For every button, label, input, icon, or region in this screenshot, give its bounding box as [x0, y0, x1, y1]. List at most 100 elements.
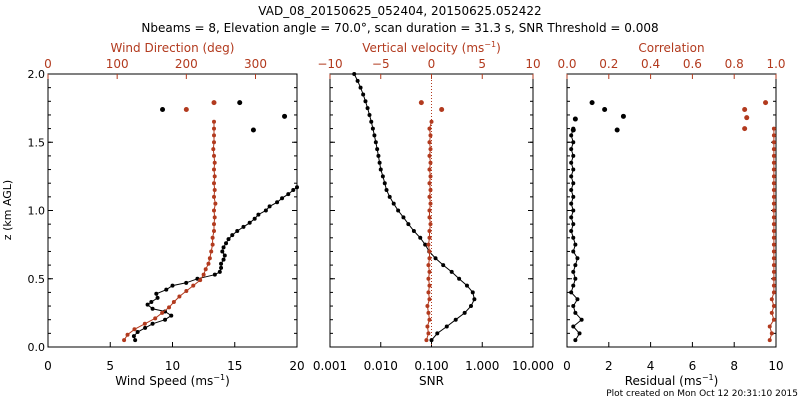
data-point	[212, 167, 216, 172]
data-point	[771, 304, 776, 309]
data-point	[226, 237, 231, 242]
data-point	[132, 327, 137, 332]
data-point	[203, 267, 208, 272]
x-bottom-tick-label: 4	[647, 359, 655, 373]
data-point	[767, 324, 772, 329]
data-point	[142, 321, 147, 326]
data-point	[391, 201, 396, 206]
data-point	[212, 272, 217, 277]
data-point-extra	[570, 127, 576, 133]
data-point	[365, 106, 370, 111]
data-point	[378, 167, 383, 172]
data-point	[771, 263, 776, 268]
data-point	[771, 208, 776, 213]
data-point	[382, 181, 387, 186]
data-point	[164, 287, 169, 292]
y-tick-label: 1.0	[28, 205, 46, 218]
data-point	[370, 126, 375, 131]
data-point	[191, 283, 196, 288]
data-point	[212, 153, 216, 158]
data-point	[470, 290, 475, 295]
data-point	[418, 235, 423, 240]
data-point	[575, 256, 580, 261]
data-point	[411, 228, 416, 233]
data-point	[212, 181, 216, 186]
data-point-extra	[418, 100, 424, 106]
data-point	[372, 133, 377, 138]
data-point	[433, 256, 438, 261]
x-bottom-tick-label: 0.001	[313, 359, 347, 373]
y-tick-label: 0.0	[28, 341, 46, 354]
data-point	[212, 188, 217, 193]
data-point	[571, 249, 576, 254]
x-bottom-tick-label: 0	[563, 359, 571, 373]
panel-2: 0.001 0.010 0.100 1.000 10.000 SNR −10 −5 0 5 10 Ve…	[313, 40, 554, 388]
data-point	[426, 290, 431, 295]
data-point	[369, 119, 374, 124]
data-point	[435, 331, 440, 336]
data-point	[771, 147, 776, 152]
data-point	[143, 325, 148, 330]
data-point	[573, 338, 578, 343]
data-point	[571, 283, 576, 288]
x-bottom-tick-label: 0.100	[414, 359, 448, 373]
data-point	[428, 147, 433, 152]
data-point	[184, 289, 189, 294]
x-top-tick-label: 100	[106, 57, 129, 71]
data-point-extra	[572, 116, 578, 122]
data-point	[429, 338, 434, 343]
data-point	[177, 294, 182, 299]
x-top-tick-label: 300	[244, 57, 267, 71]
x-bottom-axis-label: SNR	[419, 374, 444, 388]
data-point	[771, 256, 776, 261]
data-point	[291, 188, 296, 193]
data-point	[771, 160, 776, 165]
data-point	[125, 332, 130, 337]
data-point	[771, 215, 776, 220]
data-point	[406, 222, 411, 227]
data-point	[230, 233, 235, 238]
data-point	[571, 208, 576, 213]
data-point	[267, 204, 272, 209]
data-point	[771, 126, 776, 131]
data-point	[571, 153, 576, 158]
data-point	[427, 228, 432, 233]
data-point	[428, 201, 433, 206]
data-point	[579, 317, 584, 322]
data-point	[426, 331, 431, 336]
data-point	[198, 278, 203, 283]
data-point	[569, 174, 574, 179]
data-point	[771, 283, 776, 288]
data-point	[569, 133, 574, 138]
data-point	[247, 220, 252, 225]
data-point	[771, 290, 776, 295]
data-point	[212, 126, 216, 131]
x-top-tick-label: 10	[525, 57, 540, 71]
x-top-tick-label: −10	[317, 57, 342, 71]
data-point	[428, 222, 433, 227]
x-bottom-tick-label: 5	[106, 359, 114, 373]
data-point	[221, 257, 226, 262]
plot-frame	[329, 73, 534, 348]
data-point	[145, 302, 150, 307]
data-point	[464, 283, 469, 288]
series-line	[570, 128, 583, 341]
data-point	[428, 188, 433, 193]
data-point	[212, 208, 216, 213]
data-point	[384, 188, 389, 193]
x-bottom-tick-label: 15	[227, 359, 242, 373]
data-point-extra	[160, 106, 166, 112]
data-point	[212, 140, 216, 145]
chart-title-line2: Nbeams = 8, Elevation angle = 70.0°, sca…	[141, 21, 658, 35]
data-point	[569, 160, 574, 165]
y-axis-label: z (km AGL)	[1, 180, 14, 240]
data-point	[571, 235, 576, 240]
data-point	[771, 249, 776, 254]
data-point	[441, 263, 446, 268]
plot-footer: Plot created on Mon Oct 12 20:31:10 2015	[606, 389, 798, 399]
data-point	[352, 72, 357, 76]
x-bottom-tick-label: 20	[289, 359, 304, 373]
data-point-extra	[250, 127, 256, 133]
data-point	[426, 263, 431, 268]
data-point	[427, 126, 432, 131]
